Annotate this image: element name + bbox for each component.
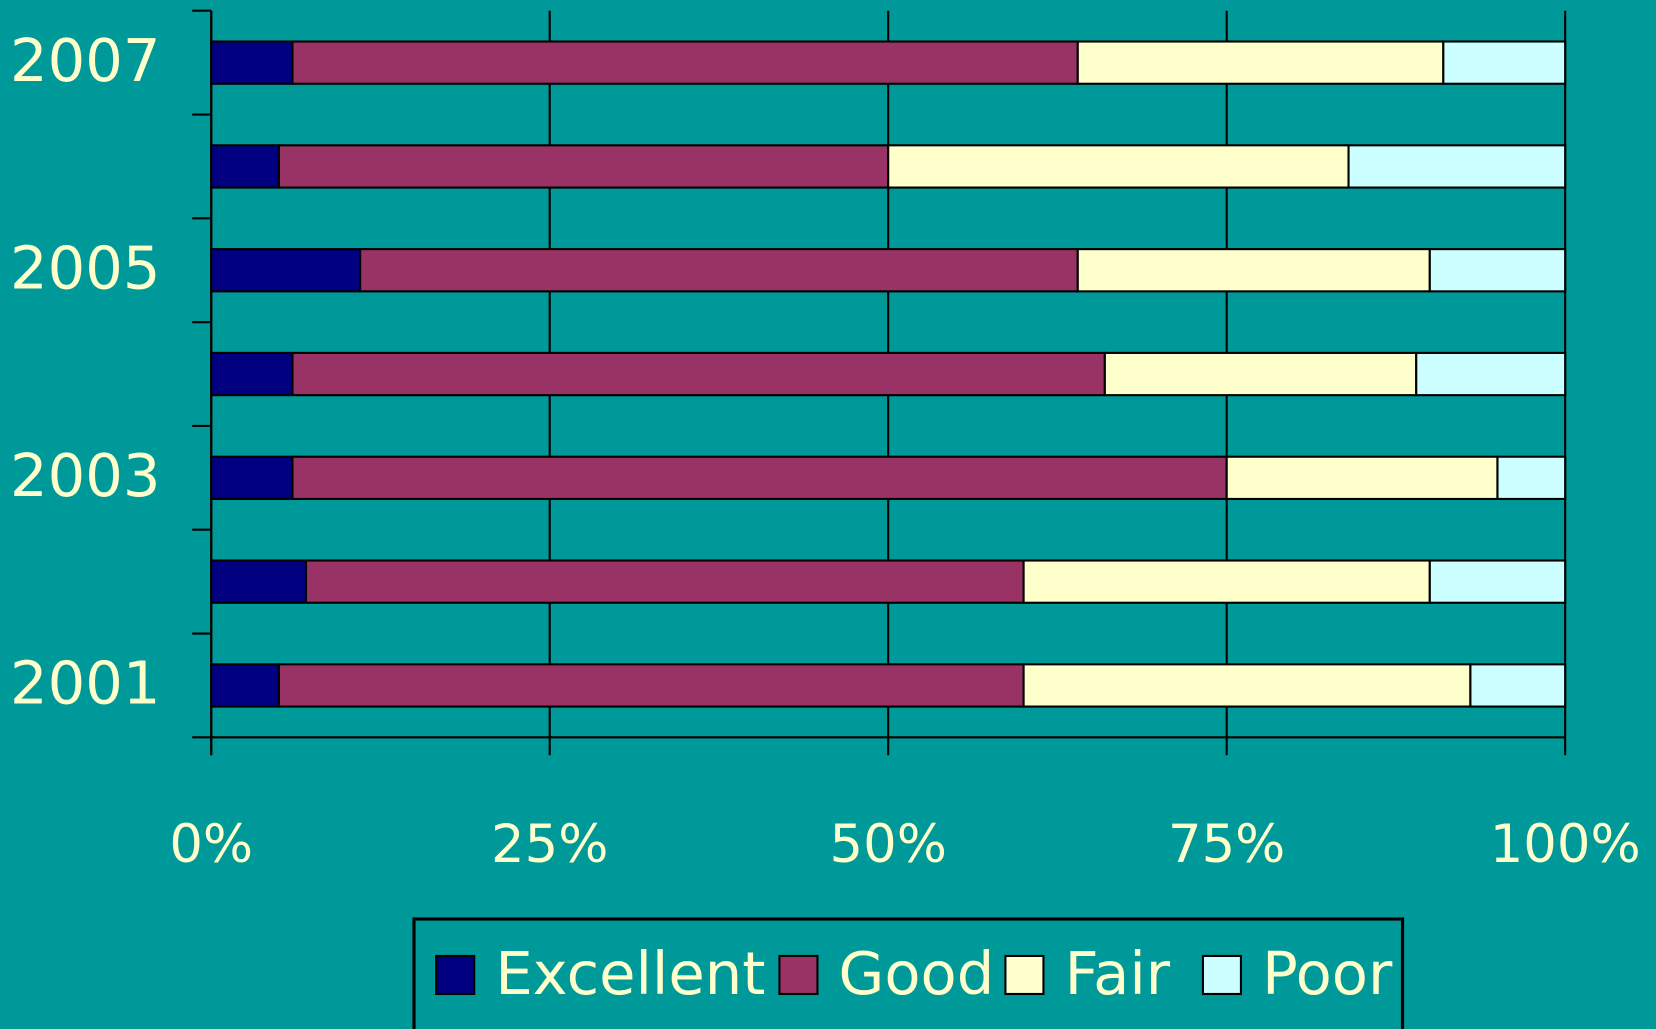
bar-segment <box>210 248 362 293</box>
bar-segment <box>1022 559 1431 604</box>
bar-segment <box>210 559 308 604</box>
bar-segment <box>1022 663 1472 708</box>
bar-segment <box>291 455 1228 501</box>
legend-swatch <box>1201 954 1242 996</box>
y-tick-label: 2003 <box>10 441 160 510</box>
bar-segment <box>304 559 1025 604</box>
legend-label: Poor <box>1262 939 1393 1008</box>
x-tick-label: 25% <box>491 814 608 875</box>
legend-swatch <box>778 954 819 996</box>
bar-segment <box>1347 144 1567 189</box>
bar-segment <box>277 144 890 189</box>
legend-swatch <box>435 954 476 996</box>
x-tick-label: 100% <box>1490 814 1641 875</box>
legend-label: Good <box>839 939 995 1008</box>
bar-segment <box>1428 559 1567 604</box>
bar-segment <box>1076 40 1445 85</box>
x-tick-label: 50% <box>830 814 947 875</box>
bar-segment <box>1076 248 1431 293</box>
bar-segment <box>291 351 1106 397</box>
bar-segment <box>1415 351 1567 397</box>
bar-segment <box>277 663 1025 708</box>
bar-segment <box>210 351 294 397</box>
bar-segment <box>210 40 294 85</box>
bar-segment <box>1428 248 1567 293</box>
bar-segment <box>1469 663 1567 708</box>
bar-segment <box>359 248 1079 293</box>
x-tick-label: 75% <box>1168 814 1285 875</box>
legend-label: Fair <box>1065 939 1171 1008</box>
bar-segment <box>210 455 294 501</box>
bar-segment <box>291 40 1079 85</box>
bar-segment <box>1442 40 1567 85</box>
bar-segment <box>210 663 280 708</box>
x-tick-label: 0% <box>169 814 253 875</box>
bar-segment <box>1496 455 1567 501</box>
bar-segment <box>1225 455 1499 501</box>
legend-swatch <box>1004 954 1045 996</box>
y-tick-label: 2007 <box>10 26 160 95</box>
y-tick-label: 2005 <box>10 233 160 302</box>
y-tick-label: 2001 <box>10 649 160 718</box>
bar-segment <box>887 144 1350 189</box>
bar-segment <box>210 144 280 189</box>
legend-label: Excellent <box>495 939 765 1008</box>
bar-segment <box>1103 351 1418 397</box>
